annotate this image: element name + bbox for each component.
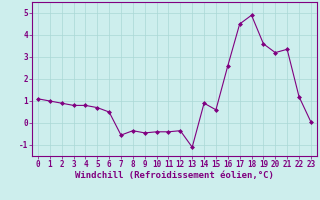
X-axis label: Windchill (Refroidissement éolien,°C): Windchill (Refroidissement éolien,°C) [75,171,274,180]
